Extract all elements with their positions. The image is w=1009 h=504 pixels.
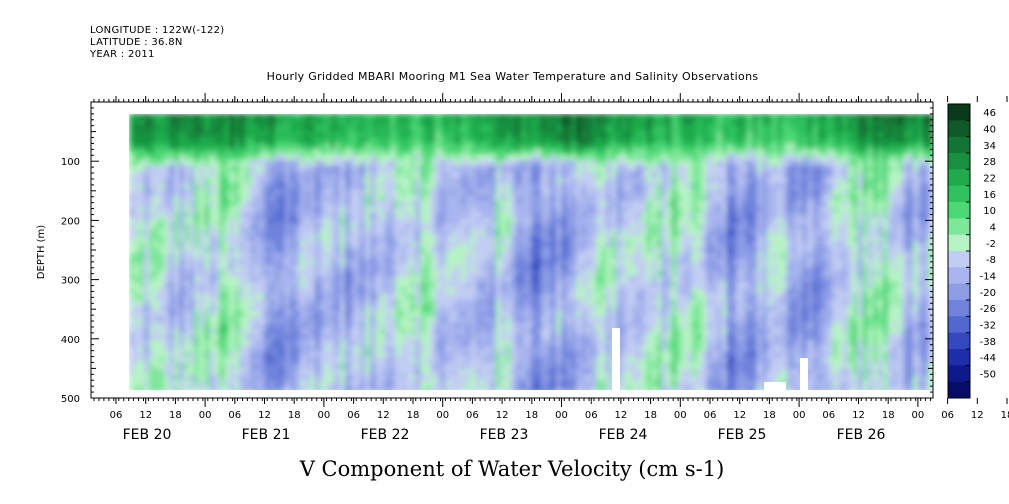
x-axis: 06 12 18 00 06 12 18 00 06 12 18 00 06 12 18 00 06 12 18 00… [93,93,1009,443]
y-axis-label: DEPTH (m) [36,225,47,279]
data-gaps [612,328,808,390]
colorbar-swatch [948,365,970,383]
colorbar-swatch [948,283,970,301]
colorbar-swatch [948,381,970,399]
x-tick-label: 06 [228,410,241,421]
colorbar: 46 40 34 28 22 16 10 4 -2 -8 -14 -20 -26 -32 -38 -44 -50 [947,103,996,399]
x-tick-label: 00 [318,410,331,421]
colorbar-swatch [948,169,970,187]
colorbar-swatch [948,136,970,154]
x-tick-label: 12 [733,410,746,421]
data-gap [800,358,808,390]
x-date-label: FEB 21 [242,427,291,443]
y-tick-label: 100 [61,157,80,168]
y-tick-label: 500 [61,394,80,405]
colorbar-label: -32 [980,321,996,332]
x-tick-label: 12 [258,410,271,421]
x-tick-label: 18 [288,410,301,421]
x-tick-label: 00 [555,410,568,421]
x-tick-label: 06 [585,410,598,421]
x-date-label: FEB 24 [599,427,648,443]
colorbar-label: 10 [983,206,996,217]
y-axis: 100 200 300 400 500 [61,101,933,405]
x-tick-label: 18 [1001,410,1009,421]
x-tick-label: 00 [674,410,687,421]
x-tick-label: 00 [436,410,449,421]
colorbar-label: -44 [980,353,996,364]
colorbar-label: 22 [983,174,996,185]
data-gap [764,382,786,390]
heatmap-cells [129,114,933,390]
colorbar-swatch [948,251,970,268]
x-tick-label: 18 [882,410,895,421]
latitude-label: LATITUDE : 36.8N [90,37,183,48]
heatmap-field [129,114,933,390]
x-tick-label: 06 [941,410,954,421]
y-tick-label: 400 [61,335,80,346]
x-date-label: FEB 20 [123,427,172,443]
colorbar-label: 46 [983,108,996,119]
colorbar-label: -38 [980,337,996,348]
colorbar-label: -14 [980,272,996,283]
colorbar-label: 28 [983,157,996,168]
colorbar-label: -2 [986,239,996,250]
x-tick-label: 12 [377,410,390,421]
colorbar-swatch [948,234,970,252]
x-tick-label: 06 [704,410,717,421]
x-tick-label: 18 [407,410,420,421]
y-tick-label: 300 [61,276,80,287]
colorbar-label: 34 [983,141,996,152]
year-label: YEAR : 2011 [90,49,155,60]
colorbar-label: 4 [990,223,996,234]
colorbar-label: -50 [980,370,996,381]
colorbar-swatch [948,267,970,285]
x-tick-label: 18 [644,410,657,421]
colorbar-swatch [948,153,970,170]
colorbar-swatch [948,218,970,236]
colorbar-swatch [948,104,970,121]
x-tick-label: 06 [347,410,360,421]
x-tick-label: 18 [763,410,776,421]
x-date-label: FEB 26 [837,427,886,443]
colorbar-swatch [948,332,970,350]
colorbar-swatch [948,300,970,317]
x-tick-label: 12 [615,410,628,421]
x-tick-label: 12 [852,410,865,421]
colorbar-label: -26 [980,304,996,315]
x-tick-label: 18 [525,410,538,421]
x-tick-label: 06 [466,410,479,421]
x-tick-label: 12 [971,410,984,421]
colorbar-label: 40 [983,125,996,136]
colorbar-swatch [948,120,970,138]
x-date-label: FEB 23 [480,427,529,443]
colorbar-swatch [948,202,970,219]
x-date-label: FEB 22 [361,427,410,443]
longitude-label: LONGITUDE : 122W(-122) [90,25,225,36]
colorbar-label: 16 [983,190,996,201]
y-tick-label: 200 [61,216,80,227]
x-tick-label: 12 [496,410,509,421]
chart-title: Hourly Gridded MBARI Mooring M1 Sea Wate… [266,70,759,83]
data-gap [612,328,620,390]
x-tick-label: 18 [169,410,182,421]
x-tick-label: 12 [139,410,152,421]
x-date-label: FEB 25 [718,427,767,443]
x-tick-label: 06 [110,410,123,421]
colorbar-swatch [948,316,970,334]
x-tick-label: 00 [912,410,925,421]
colorbar-label: -8 [986,255,996,266]
x-axis-label: V Component of Water Velocity (cm s-1) [299,457,725,481]
colorbar-label: -20 [980,288,996,299]
x-tick-label: 00 [793,410,806,421]
x-tick-label: 06 [822,410,835,421]
colorbar-swatch [948,185,970,203]
x-tick-label: 00 [199,410,212,421]
colorbar-swatch [948,349,970,366]
